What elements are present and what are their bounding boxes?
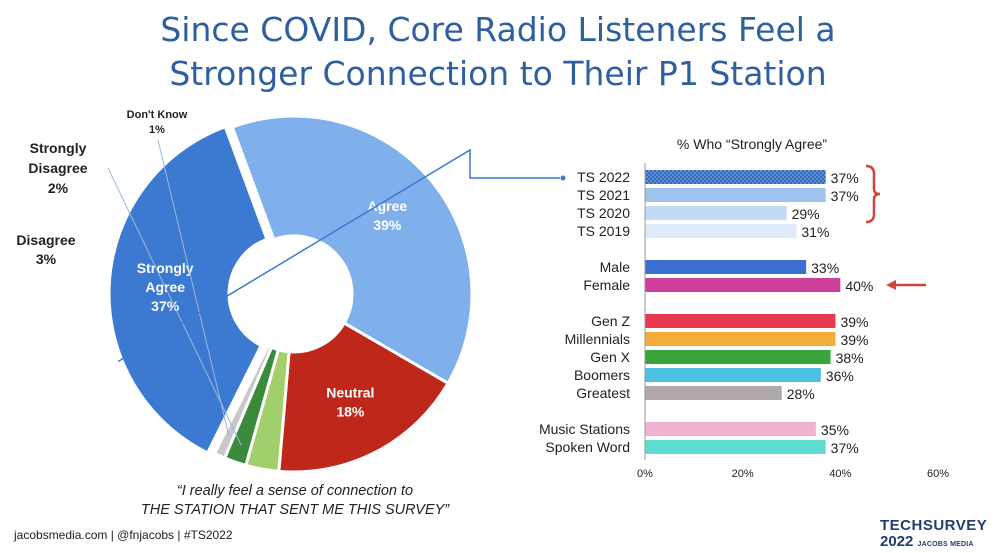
donut-chart bbox=[107, 114, 474, 474]
bar bbox=[645, 368, 821, 382]
donut-slice-label: 37% bbox=[151, 298, 180, 314]
bar-category-label: Greatest bbox=[576, 385, 630, 401]
bar-value-label: 40% bbox=[845, 278, 873, 294]
bar bbox=[645, 206, 787, 220]
bar-value-label: 38% bbox=[836, 350, 864, 366]
leader-line bbox=[107, 167, 242, 446]
bar-value-label: 29% bbox=[792, 206, 820, 222]
bar-value-label: 37% bbox=[831, 170, 859, 186]
donut-slice bbox=[107, 124, 269, 455]
bar-category-label: Male bbox=[600, 259, 631, 275]
donut-slice-label: 39% bbox=[373, 217, 402, 233]
bar-value-label: 31% bbox=[801, 224, 829, 240]
donut-slice-label: Neutral bbox=[326, 385, 374, 401]
donut-outside-label: Disagree bbox=[28, 160, 87, 176]
bar-category-label: TS 2021 bbox=[577, 187, 630, 203]
bar bbox=[645, 332, 836, 346]
donut-outside-label: 1% bbox=[149, 124, 165, 136]
x-tick-label: 40% bbox=[829, 468, 851, 480]
bar bbox=[645, 386, 782, 400]
title-line-1: Since COVID, Core Radio Listeners Feel a bbox=[160, 10, 836, 49]
donut-outside-label: Disagree bbox=[16, 232, 75, 248]
donut-slice-label: Strongly bbox=[137, 260, 194, 276]
quote-line-1: “I really feel a sense of connection to bbox=[176, 483, 414, 499]
highlight-bracket bbox=[865, 164, 881, 224]
bar-value-label: 33% bbox=[811, 260, 839, 276]
x-tick-label: 20% bbox=[732, 468, 754, 480]
bar-category-label: Boomers bbox=[574, 367, 630, 383]
donut-slice bbox=[230, 114, 474, 386]
bar-category-label: TS 2020 bbox=[577, 205, 630, 221]
donut-outside-label: 2% bbox=[48, 180, 69, 196]
bar bbox=[645, 440, 826, 454]
donut-slice-label: Agree bbox=[367, 198, 407, 214]
bar-value-label: 36% bbox=[826, 368, 854, 384]
connector-dot bbox=[560, 175, 566, 181]
donut-slice bbox=[212, 343, 274, 460]
donut-outside-label: Strongly bbox=[30, 140, 87, 156]
highlight-arrow-head bbox=[886, 280, 896, 290]
donut-slice-label: 18% bbox=[336, 404, 365, 420]
bar bbox=[645, 170, 826, 184]
bar bbox=[645, 260, 807, 274]
bar-value-label: 37% bbox=[831, 188, 859, 204]
bar-value-label: 39% bbox=[840, 314, 868, 330]
techsurvey-logo: TECHSURVEY 2022 JACOBS MEDIA bbox=[880, 518, 987, 553]
bar-category-label: Music Stations bbox=[539, 421, 630, 437]
donut-outside-label: Don't Know bbox=[127, 109, 188, 121]
connector-line bbox=[117, 148, 560, 363]
bar bbox=[645, 314, 836, 328]
x-tick-label: 0% bbox=[637, 468, 653, 480]
leader-line bbox=[157, 139, 230, 436]
donut-slice bbox=[277, 321, 451, 474]
logo-year: 2022 bbox=[880, 533, 914, 550]
bar-category-label: Spoken Word bbox=[545, 439, 630, 455]
donut-outside-label: 3% bbox=[36, 251, 57, 267]
page-title: Since COVID, Core Radio Listeners Feel a… bbox=[0, 8, 996, 96]
title-line-2: Stronger Connection to Their P1 Station bbox=[169, 54, 827, 93]
bar-category-label: Gen Z bbox=[591, 313, 630, 329]
bar-category-label: Female bbox=[583, 277, 630, 293]
bar-category-label: TS 2019 bbox=[577, 223, 630, 239]
bar bbox=[645, 278, 841, 292]
x-tick-label: 60% bbox=[927, 468, 949, 480]
bar-chart-title: % Who “Strongly Agree” bbox=[677, 136, 828, 152]
bar bbox=[645, 188, 826, 202]
bar bbox=[645, 350, 831, 364]
bar-category-label: Gen X bbox=[590, 349, 630, 365]
bar-value-label: 39% bbox=[840, 332, 868, 348]
quote-line-2: THE STATION THAT SENT ME THIS SURVEY” bbox=[140, 502, 450, 518]
bar-value-label: 37% bbox=[831, 440, 859, 456]
logo-sub: JACOBS MEDIA bbox=[917, 541, 974, 548]
bar-category-label: TS 2022 bbox=[577, 169, 630, 185]
bar-value-label: 35% bbox=[821, 422, 849, 438]
bar-category-label: Millennials bbox=[565, 331, 630, 347]
logo-top-text: TECHSURVEY bbox=[880, 517, 988, 534]
footer-text: jacobsmedia.com | @fnjacobs | #TS2022 bbox=[14, 528, 233, 542]
bar bbox=[645, 224, 797, 238]
bar-value-label: 28% bbox=[787, 386, 815, 402]
bar-chart bbox=[645, 170, 841, 454]
quote: “I really feel a sense of connection to … bbox=[130, 482, 460, 520]
bar bbox=[645, 422, 816, 436]
